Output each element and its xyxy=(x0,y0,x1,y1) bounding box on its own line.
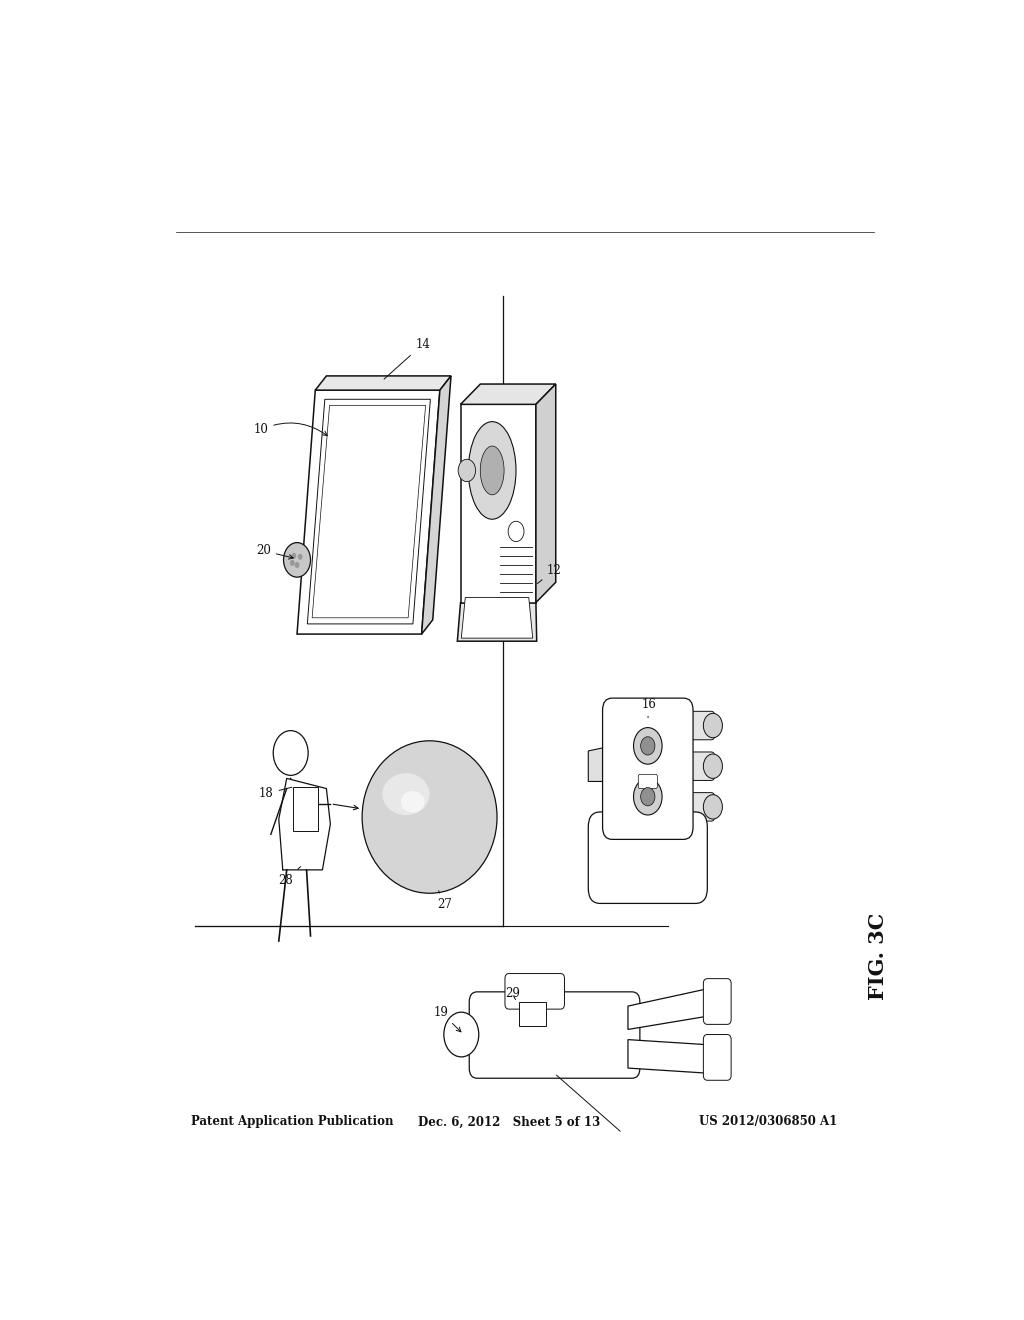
Circle shape xyxy=(703,713,722,738)
Text: 14: 14 xyxy=(384,338,430,379)
Polygon shape xyxy=(312,405,426,618)
FancyBboxPatch shape xyxy=(703,1035,731,1080)
Polygon shape xyxy=(297,391,440,634)
Ellipse shape xyxy=(382,774,430,816)
Circle shape xyxy=(641,788,655,805)
Text: 10: 10 xyxy=(253,422,328,437)
Polygon shape xyxy=(461,384,556,404)
Text: 19: 19 xyxy=(433,1006,461,1032)
Text: 27: 27 xyxy=(437,891,453,911)
Polygon shape xyxy=(422,376,451,634)
FancyBboxPatch shape xyxy=(638,775,657,788)
Ellipse shape xyxy=(468,421,516,519)
FancyBboxPatch shape xyxy=(703,978,731,1024)
Text: Dec. 6, 2012   Sheet 5 of 13: Dec. 6, 2012 Sheet 5 of 13 xyxy=(418,1115,600,1129)
FancyBboxPatch shape xyxy=(293,787,318,832)
Circle shape xyxy=(703,754,722,779)
FancyBboxPatch shape xyxy=(602,698,693,840)
Text: US 2012/0306850 A1: US 2012/0306850 A1 xyxy=(699,1115,838,1129)
Circle shape xyxy=(443,1012,479,1057)
Text: 28: 28 xyxy=(279,867,300,887)
Circle shape xyxy=(284,543,310,577)
FancyBboxPatch shape xyxy=(680,752,715,780)
Text: 29: 29 xyxy=(505,987,520,1001)
Text: 20: 20 xyxy=(256,544,293,560)
Text: 18: 18 xyxy=(259,787,292,800)
Circle shape xyxy=(295,562,299,568)
FancyBboxPatch shape xyxy=(588,812,708,903)
FancyBboxPatch shape xyxy=(680,792,715,821)
Polygon shape xyxy=(461,598,532,638)
Circle shape xyxy=(273,731,308,775)
Circle shape xyxy=(458,459,475,482)
Polygon shape xyxy=(458,602,537,642)
FancyBboxPatch shape xyxy=(505,974,564,1008)
Circle shape xyxy=(703,795,722,818)
Text: 16: 16 xyxy=(641,698,656,718)
Text: FIG. 3C: FIG. 3C xyxy=(868,912,888,1001)
FancyBboxPatch shape xyxy=(680,711,715,739)
Polygon shape xyxy=(628,989,708,1030)
Polygon shape xyxy=(307,399,430,624)
Polygon shape xyxy=(588,746,612,781)
FancyBboxPatch shape xyxy=(519,1002,546,1027)
Text: Patent Application Publication: Patent Application Publication xyxy=(191,1115,394,1129)
Circle shape xyxy=(634,727,663,764)
Circle shape xyxy=(641,737,655,755)
Circle shape xyxy=(298,554,303,560)
Circle shape xyxy=(290,560,295,566)
Ellipse shape xyxy=(401,791,425,812)
Circle shape xyxy=(634,779,663,814)
Circle shape xyxy=(508,521,524,541)
Polygon shape xyxy=(279,779,331,870)
Polygon shape xyxy=(628,1040,708,1073)
Polygon shape xyxy=(536,384,556,602)
Polygon shape xyxy=(315,376,451,391)
Text: 12: 12 xyxy=(538,564,562,583)
FancyBboxPatch shape xyxy=(469,991,640,1078)
Ellipse shape xyxy=(362,741,497,894)
Polygon shape xyxy=(461,404,536,602)
Circle shape xyxy=(292,553,296,558)
Ellipse shape xyxy=(480,446,504,495)
